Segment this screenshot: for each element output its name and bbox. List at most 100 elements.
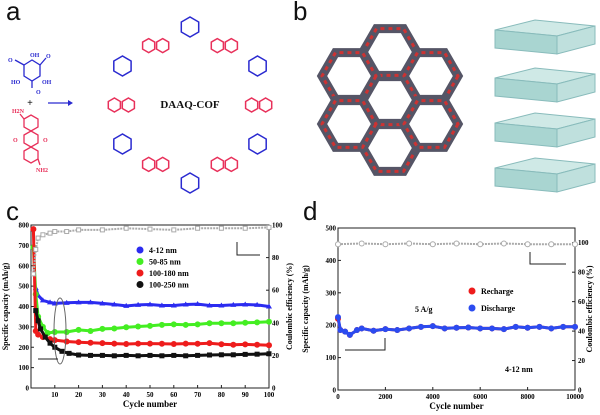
x-tick-label: 50 — [147, 391, 155, 399]
data-point — [99, 325, 106, 332]
data-point — [170, 321, 177, 328]
data-point — [35, 318, 41, 324]
y-tick-label: 300 — [326, 289, 337, 297]
aldehyde-node — [180, 16, 200, 38]
data-point — [230, 301, 237, 307]
data-point — [111, 340, 118, 347]
data-point — [42, 334, 48, 340]
plot-frame — [337, 227, 576, 391]
data-point — [194, 340, 201, 347]
data-point — [254, 341, 261, 348]
legend-label: Recharge — [481, 287, 514, 296]
carbonyl-o-label: O — [13, 138, 18, 144]
data-point — [477, 241, 484, 248]
data-point — [342, 328, 349, 335]
data-point — [75, 339, 82, 346]
data-point — [171, 227, 177, 233]
y2-tick-label: 80 — [578, 269, 586, 277]
data-point — [182, 321, 189, 328]
data-point — [158, 302, 165, 308]
chart-d: 0 2000 4000 6000 8000 10000010020030040050002… — [301, 225, 594, 412]
y2-tick-label: 40 — [272, 319, 280, 327]
anthraquinone-ring — [210, 37, 225, 54]
data-point — [75, 299, 82, 305]
chart-c: 10 20 30 40 50 60 70 80 90 1000100200300400500600… — [1, 222, 294, 410]
data-point — [370, 327, 377, 334]
data-point — [353, 327, 360, 334]
x-tick-label: 0 — [336, 393, 340, 401]
y-axis-label: Specific capacity (mAh/g) — [1, 262, 10, 350]
data-point — [99, 352, 105, 358]
aldehyde-monomer — [14, 57, 47, 88]
y-tick-label: 200 — [19, 344, 30, 352]
anthraquinone-ring — [141, 37, 156, 54]
anthraquinone-ring — [258, 97, 273, 113]
data-point — [38, 326, 44, 332]
data-point — [33, 308, 39, 314]
data-point — [429, 241, 436, 248]
legend-label: 50-85 nm — [149, 258, 181, 267]
left-axis-arrow — [345, 338, 386, 351]
x-tick-label: 20 — [75, 391, 83, 399]
aldehyde-o-label: O — [8, 58, 13, 64]
data-point — [76, 352, 82, 358]
y2-tick-label: 60 — [578, 298, 586, 306]
carbonyl-o-label: O — [43, 138, 48, 144]
anthraquinone-ring — [121, 97, 136, 113]
data-point — [123, 225, 129, 231]
data-point — [47, 340, 53, 346]
panel-label-c: c — [6, 196, 19, 226]
panel-label-a: a — [6, 0, 21, 26]
data-point — [206, 340, 213, 347]
y-tick-label: 800 — [19, 222, 30, 230]
data-point — [242, 341, 249, 348]
y-tick-label: 300 — [19, 323, 30, 331]
data-point — [66, 350, 72, 356]
x-tick-label: 30 — [99, 391, 107, 399]
size-annotation: 4-12 nm — [505, 365, 533, 374]
stack-side — [556, 163, 596, 193]
legend-label: 100-180 nm — [149, 269, 189, 278]
x-tick-label: 100 — [264, 391, 275, 399]
y2-tick-label: 60 — [272, 287, 280, 295]
y-tick-label: 700 — [19, 242, 30, 250]
data-point — [206, 320, 213, 327]
data-point — [87, 339, 94, 346]
y2-tick-label: 100 — [578, 239, 589, 247]
data-point — [135, 301, 142, 307]
pore-wall-oxygen — [320, 99, 378, 149]
y-tick-label: 400 — [19, 303, 30, 311]
data-point — [76, 227, 82, 233]
data-point — [135, 323, 142, 330]
data-point — [135, 340, 142, 347]
data-point — [548, 241, 555, 248]
data-point — [500, 240, 507, 247]
anthraquinone-ring — [224, 37, 239, 54]
data-point — [182, 301, 189, 307]
y-tick-label: 100 — [326, 354, 337, 362]
amine-label: H2N — [12, 109, 25, 115]
y-tick-label: 0 — [26, 385, 30, 393]
data-point — [242, 319, 249, 326]
data-point — [99, 340, 106, 347]
data-point — [35, 331, 42, 338]
reaction-scheme: OH OH HO O O O + H2N NH2 O O DAAQ-COF — [8, 16, 273, 194]
data-point — [63, 299, 70, 305]
hydroxyl-label: OH — [30, 53, 40, 59]
data-point — [230, 320, 237, 327]
aldehyde-node — [113, 133, 132, 155]
cof-label: DAAQ-COF — [160, 99, 220, 111]
legend-label: 4-12 nm — [149, 246, 177, 255]
data-point — [230, 341, 237, 348]
legend-marker — [136, 269, 144, 277]
legend-marker — [468, 304, 476, 312]
data-point — [111, 353, 117, 359]
data-point — [182, 340, 189, 347]
honeycomb-framework — [316, 24, 464, 176]
data-point — [453, 324, 460, 331]
data-point — [75, 326, 82, 333]
stack-side — [556, 118, 596, 148]
data-point — [183, 353, 189, 359]
data-point — [159, 353, 165, 359]
pore-wall-oxygen — [402, 99, 460, 149]
